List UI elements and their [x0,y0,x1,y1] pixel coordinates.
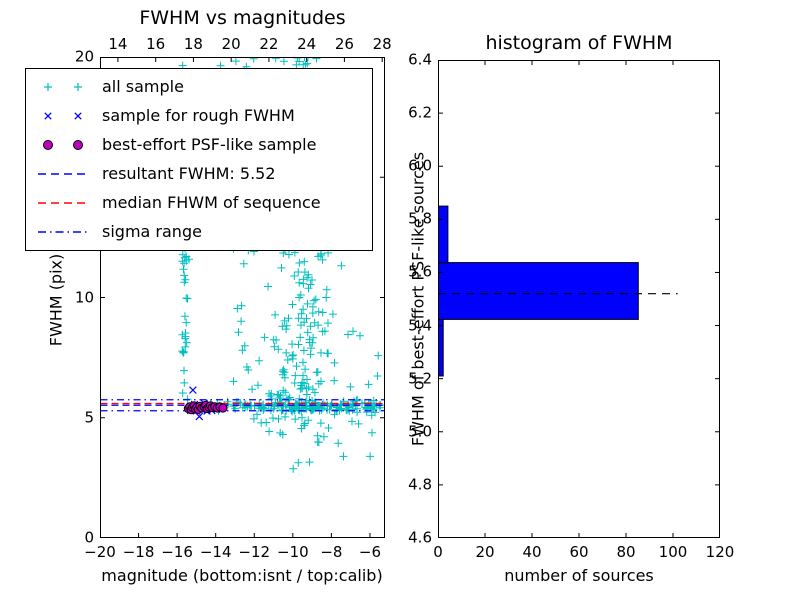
right-x-tick-label: 40 [522,543,542,561]
right-plot-xlabel: number of sources [504,566,654,585]
left-top-tick-label: 24 [297,35,317,53]
left-x-tick-label: −12 [238,543,271,561]
left-top-tick-label: 26 [334,35,354,53]
legend-entry: sample for rough FWHM [26,101,372,130]
right-plot-title: histogram of FWHM [485,32,673,54]
left-x-tick-label: −14 [199,543,232,561]
left-x-tick-label: −10 [277,543,309,561]
right-y-tick-label: 5.0 [408,422,432,441]
legend-entry: resultant FWHM: 5.52 [26,159,372,188]
legend-label: median FHWM of sequence [102,193,321,212]
left-x-tick-label: −18 [122,543,155,561]
left-top-tick-label: 14 [108,35,128,53]
right-y-tick-label: 6.2 [408,103,432,122]
left-y-tick-label: 5 [84,408,94,427]
left-plot-title: FWHM vs magnitudes [139,7,346,29]
psf-sample-circle-markers [183,400,228,415]
legend-label: sigma range [102,222,202,241]
left-y-tick-label: 10 [74,288,94,306]
left-x-tick-label: −6 [358,543,382,561]
histogram-bar [438,262,639,320]
right-x-tick-label: 100 [658,543,688,561]
left-y-tick-label: 20 [74,47,94,66]
right-y-tick-label: 5.2 [408,369,432,388]
right-x-tick-label: 60 [569,543,589,561]
histogram-bar [438,205,449,264]
scatter-plot-canvas [100,57,385,538]
right-y-tick-label: 4.8 [408,475,432,494]
right-y-tick-label: 4.6 [408,528,432,547]
left-top-tick-label: 22 [259,35,279,53]
right-y-tick-label: 6.4 [408,50,432,69]
left-x-tick-label: −20 [84,543,116,561]
legend-box: all sample sample for rough FWHM best-effo… [25,68,373,251]
left-top-tick-label: 28 [372,35,392,53]
tick-marks [438,60,720,538]
histogram-plot-canvas [438,60,720,538]
legend-dashed-line-icon [38,201,88,204]
legend-plus-pair-icon [44,82,82,91]
legend-dashdot-line-icon [38,230,88,233]
legend-entry: best-effort PSF-like sample [26,130,372,159]
legend-label: all sample [102,77,184,96]
legend-label: best-effort PSF-like sample [102,135,317,154]
right-y-tick-label: 6.0 [408,156,432,175]
right-y-tick-label: 5.4 [408,316,432,335]
left-x-tick-label: −16 [161,543,193,561]
left-x-tick-label: −8 [320,543,343,561]
legend-dashed-line-icon [38,172,88,175]
legend-cross-pair-icon [44,111,82,120]
legend-label: resultant FWHM: 5.52 [102,164,276,183]
legend-circle-pair-icon [43,139,83,150]
legend-entry: all sample [26,72,372,101]
right-x-tick-label: 80 [616,543,636,561]
legend-label: sample for rough FWHM [102,106,295,125]
right-y-tick-label: 5.6 [408,262,432,281]
left-top-tick-label: 16 [146,35,166,53]
right-x-tick-label: 0 [433,543,443,561]
legend-entry: median FHWM of sequence [26,188,372,217]
left-plot-xlabel: magnitude (bottom:isnt / top:calib) [101,566,383,585]
left-top-tick-label: 20 [221,35,241,53]
right-x-tick-label: 20 [475,543,495,561]
histogram-bar [438,318,444,377]
right-y-tick-label: 5.8 [408,209,432,228]
right-x-tick-label: 120 [705,543,735,561]
legend-entry: sigma range [26,217,372,246]
left-top-tick-label: 18 [183,35,203,53]
right-plot-ylabel: FWHM of best-effort PSF-like sources [408,151,428,447]
left-y-tick-label: 0 [84,528,94,547]
